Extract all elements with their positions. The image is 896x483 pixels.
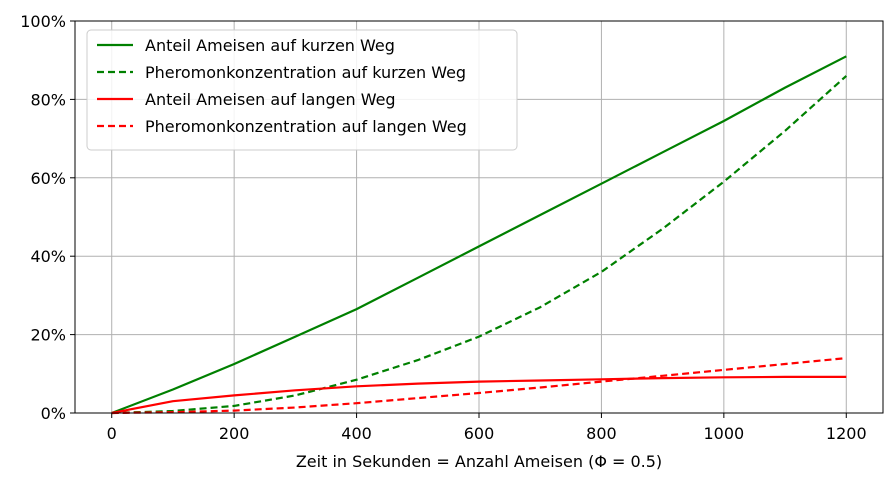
axis-ticks: 0 200 400 600 800 1000 1200 0% 20% 40% 60% 80% 100% <box>20 12 866 443</box>
y-tick-label: 0% <box>41 404 66 423</box>
x-tick-label: 600 <box>464 424 495 443</box>
y-tick-label: 80% <box>30 90 66 109</box>
legend: Anteil Ameisen auf kurzen Weg Pheromonkon… <box>86 29 518 151</box>
x-axis-label: Zeit in Sekunden = Anzahl Ameisen (Φ = 0… <box>296 452 662 471</box>
series-line-3 <box>111 375 847 415</box>
y-tick-label: 100% <box>20 12 66 31</box>
legend-label: Anteil Ameisen auf langen Weg <box>145 90 396 109</box>
legend-label: Anteil Ameisen auf kurzen Weg <box>145 36 395 55</box>
series-line-1 <box>111 55 847 415</box>
series-line-4 <box>111 357 847 415</box>
x-tick-label: 0 <box>107 424 117 443</box>
y-tick-label: 20% <box>30 326 66 345</box>
x-tick-label: 200 <box>219 424 250 443</box>
x-tick-label: 800 <box>586 424 617 443</box>
y-tick-label: 60% <box>30 169 66 188</box>
x-tick-label: 400 <box>341 424 372 443</box>
y-tick-label: 40% <box>30 247 66 266</box>
legend-box <box>86 29 518 151</box>
series-lines <box>111 55 848 415</box>
series-line-2 <box>111 75 848 415</box>
legend-label: Pheromonkonzentration auf kurzen Weg <box>145 63 466 82</box>
x-tick-label: 1200 <box>826 424 867 443</box>
x-tick-label: 1000 <box>703 424 744 443</box>
legend-label: Pheromonkonzentration auf langen Weg <box>145 117 467 136</box>
